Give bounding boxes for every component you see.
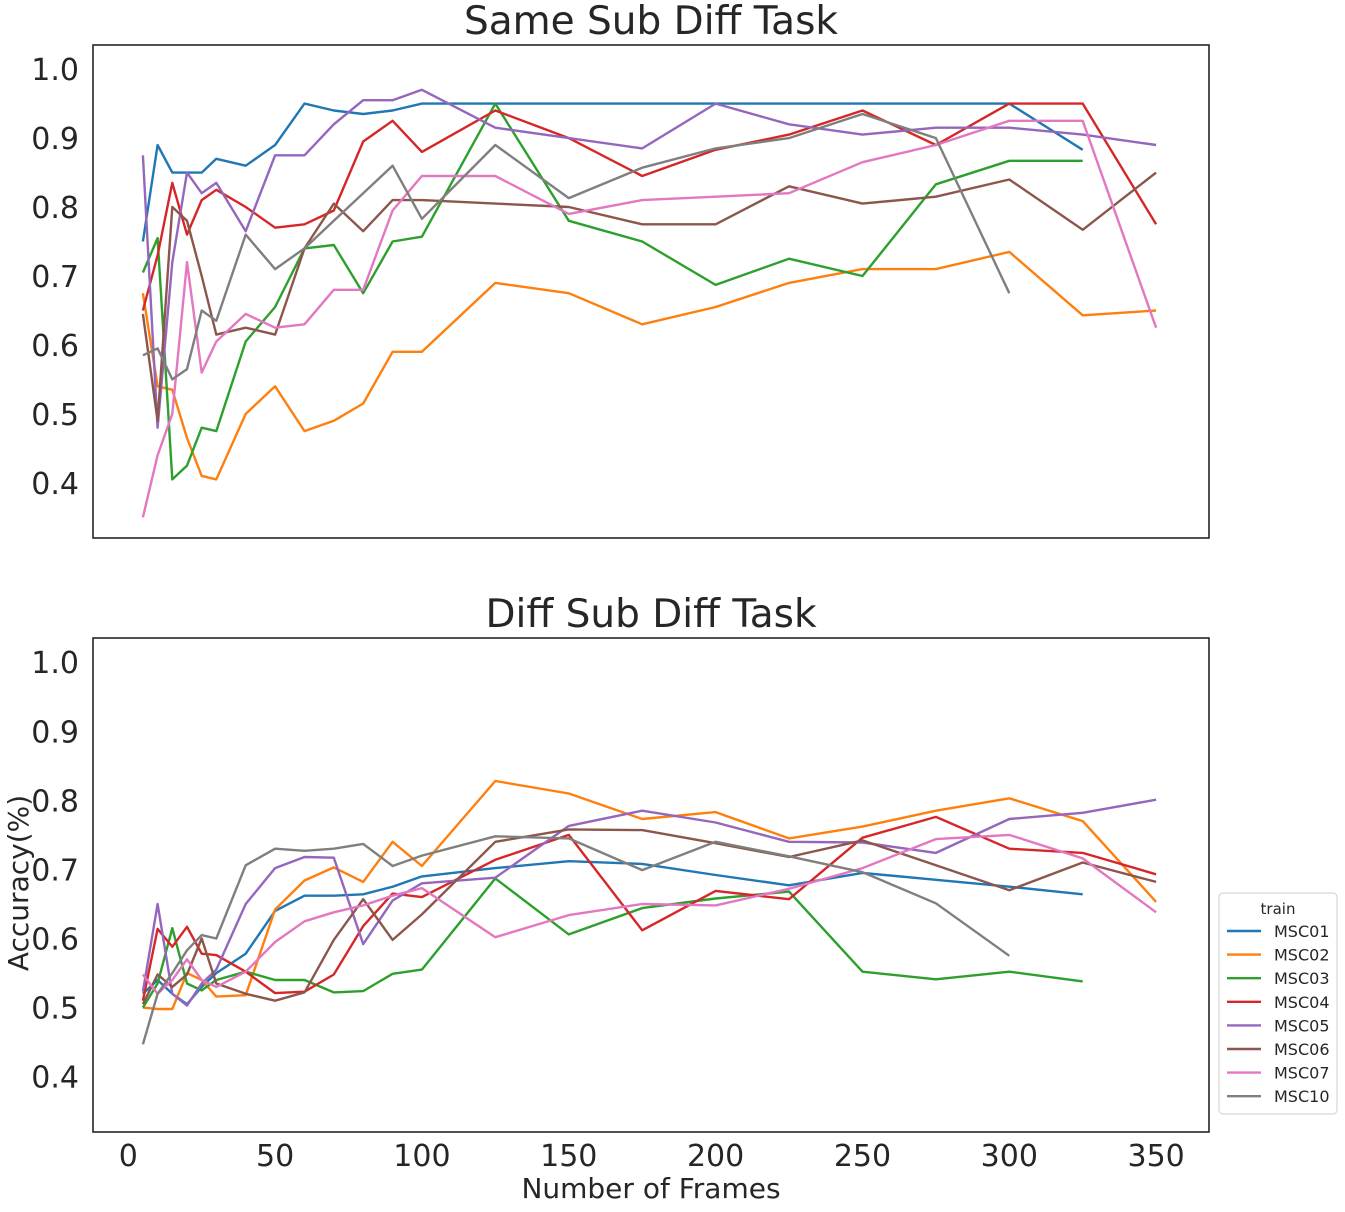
y-axis-label: Accuracy(%) (2, 795, 35, 971)
series-line-msc07 (141, 833, 1157, 995)
legend-title: train (1261, 900, 1296, 918)
chart-title: Same Sub Diff Task (464, 0, 838, 44)
x-tick-label: 150 (540, 1139, 597, 1174)
y-tick-label: 0.6 (31, 923, 79, 958)
y-tick-label: 0.6 (31, 329, 79, 364)
legend-label-msc07: MSC07 (1274, 1064, 1330, 1083)
y-tick-label: 0.8 (31, 784, 79, 819)
y-tick-label: 0.8 (31, 191, 79, 226)
series-line-msc03 (141, 877, 1083, 1009)
legend-label-msc05: MSC05 (1274, 1016, 1330, 1035)
legend-label-msc04: MSC04 (1274, 993, 1330, 1012)
plot-frame (92, 44, 1210, 539)
x-axis-label: Number of Frames (521, 1172, 780, 1205)
x-tick-label: 100 (393, 1139, 450, 1174)
legend-label-msc03: MSC03 (1274, 969, 1330, 988)
panel-same-sub-diff-task: Same Sub Diff Task 0.4 0.5 0.6 0.7 0.8 0.9 1.0 (31, 0, 1210, 539)
x-tick-label: 200 (687, 1139, 744, 1174)
y-tick-label: 0.7 (31, 853, 79, 888)
y-tick-label: 0.5 (31, 398, 79, 433)
series-line-msc03 (141, 102, 1083, 481)
legend: train MSC01 MSC02 MSC03 MSC04 MSC05 MSC06 MSC07… (1218, 892, 1338, 1115)
x-tick-label: 250 (834, 1139, 891, 1174)
y-tick-label: 0.4 (31, 467, 79, 502)
y-tick-label: 1.0 (31, 646, 79, 681)
y-tick-label: 1.0 (31, 53, 79, 88)
legend-box (1218, 892, 1338, 1115)
chart-title: Diff Sub Diff Task (485, 592, 816, 637)
x-tick-label: 0 (119, 1139, 138, 1174)
x-tick-label: 350 (1128, 1139, 1185, 1174)
series-line-msc07 (141, 119, 1158, 518)
plot-frame (92, 637, 1210, 1133)
series-line-msc01 (141, 102, 1084, 242)
series-line-msc06 (141, 171, 1157, 422)
series-line-msc10 (141, 835, 1010, 1045)
series-line-msc05 (141, 798, 1157, 1007)
series-line-msc10 (142, 112, 1011, 381)
y-tick-label: 0.4 (31, 1061, 79, 1096)
series-line-msc02 (141, 250, 1157, 481)
y-tick-label: 0.9 (31, 122, 79, 157)
series-line-msc02 (142, 779, 1157, 1011)
x-tick-label: 300 (981, 1139, 1038, 1174)
legend-label-msc06: MSC06 (1274, 1040, 1330, 1059)
legend-label-msc01: MSC01 (1274, 922, 1330, 941)
y-tick-label: 0.9 (31, 715, 79, 750)
x-tick-label: 50 (256, 1139, 294, 1174)
series-line-msc01 (142, 860, 1083, 1006)
series-line-msc06 (141, 828, 1157, 1005)
legend-label-msc10: MSC10 (1274, 1087, 1330, 1106)
series-line-msc05 (141, 88, 1157, 429)
y-tick-label: 0.7 (31, 260, 79, 295)
series-line-msc04 (141, 815, 1157, 1001)
panel-diff-sub-diff-task: Diff Sub Diff Task 0.4 0.5 0.6 0.7 0.8 0.9 1.0 0… (31, 592, 1210, 1174)
y-tick-label: 0.5 (31, 992, 79, 1027)
legend-label-msc02: MSC02 (1274, 946, 1330, 965)
